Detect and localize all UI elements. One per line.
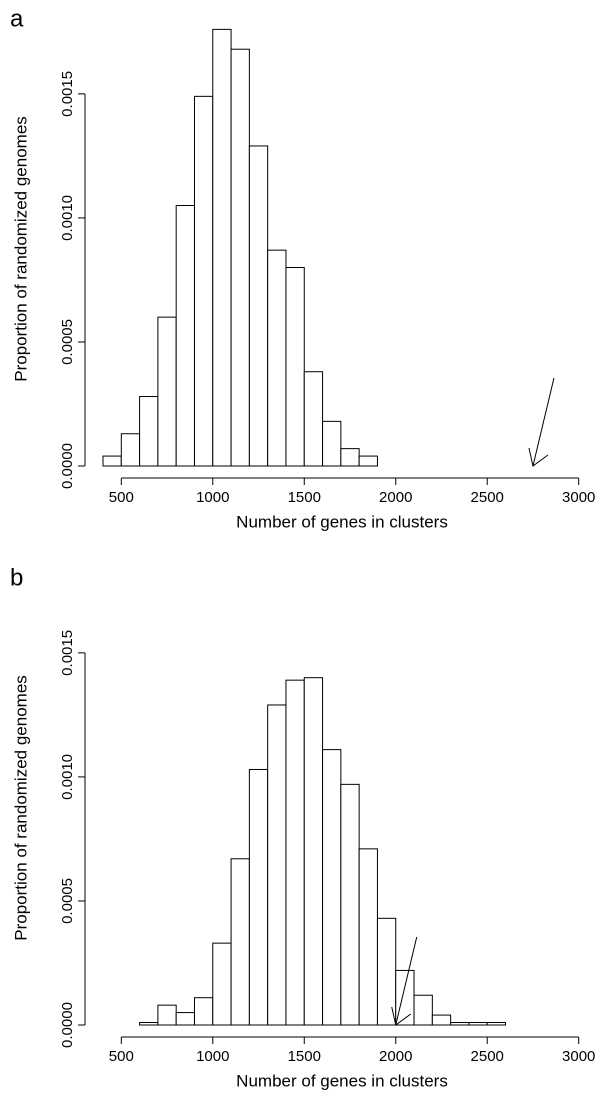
x-tick-label: 500: [109, 489, 134, 506]
y-tick-label: 0.0000: [59, 443, 76, 489]
bar: [340, 783, 360, 1026]
bar: [193, 95, 214, 467]
bar: [230, 48, 250, 467]
bar: [340, 448, 360, 467]
bar: [322, 749, 342, 1026]
bar: [358, 848, 378, 1026]
y-tick-label: 0.0005: [59, 878, 76, 924]
bar: [431, 1014, 452, 1026]
x-tick-label: 3000: [562, 489, 595, 506]
y-axis-title: Proportion of randomized genomes: [11, 116, 30, 382]
y-tick-label: 0.0010: [59, 754, 76, 800]
bar: [120, 433, 141, 467]
bar: [139, 396, 159, 467]
x-tick-label: 2000: [379, 1048, 412, 1065]
bar: [303, 677, 324, 1026]
x-tick-label: 1500: [288, 489, 321, 506]
bar: [248, 768, 269, 1026]
arrow: [528, 377, 555, 467]
bar: [157, 1004, 177, 1026]
x-tick-label: 2500: [471, 489, 504, 506]
bar: [267, 249, 287, 467]
bar: [358, 455, 378, 467]
x-axis-title: Number of genes in clusters: [236, 512, 448, 531]
bar: [193, 997, 214, 1026]
y-tick-label: 0.0005: [59, 319, 76, 365]
y-tick-label: 0.0000: [59, 1002, 76, 1048]
x-tick-label: 3000: [562, 1048, 595, 1065]
bar: [285, 679, 305, 1026]
y-tick-label: 0.0015: [59, 630, 76, 676]
x-tick-label: 1500: [288, 1048, 321, 1065]
bar: [322, 420, 342, 467]
y-tick-label: 0.0015: [59, 71, 76, 117]
x-tick-label: 1000: [196, 489, 229, 506]
y-axis-title: Proportion of randomized genomes: [11, 675, 30, 941]
bar: [413, 994, 433, 1026]
bar: [175, 1012, 195, 1026]
bar: [486, 1022, 507, 1026]
bar: [212, 942, 232, 1026]
bar: [175, 205, 195, 467]
bar: [139, 1022, 159, 1026]
y-tick-label: 0.0010: [59, 195, 76, 241]
bar: [450, 1022, 470, 1026]
bar: [285, 267, 305, 467]
x-tick-label: 2000: [379, 489, 412, 506]
bar: [395, 969, 415, 1026]
bar: [248, 145, 269, 467]
arrow: [391, 936, 418, 1026]
panel-label: a: [10, 5, 24, 32]
bar: [468, 1022, 488, 1026]
bar: [230, 858, 250, 1026]
x-tick-label: 2500: [471, 1048, 504, 1065]
bar: [157, 316, 177, 467]
bar: [102, 455, 122, 467]
bar: [212, 28, 232, 467]
x-tick-label: 500: [109, 1048, 134, 1065]
x-tick-label: 1000: [196, 1048, 229, 1065]
bar: [376, 917, 397, 1026]
x-axis-title: Number of genes in clusters: [236, 1071, 448, 1090]
bar: [267, 704, 287, 1026]
panel-label: b: [10, 564, 23, 591]
bar: [303, 371, 324, 467]
